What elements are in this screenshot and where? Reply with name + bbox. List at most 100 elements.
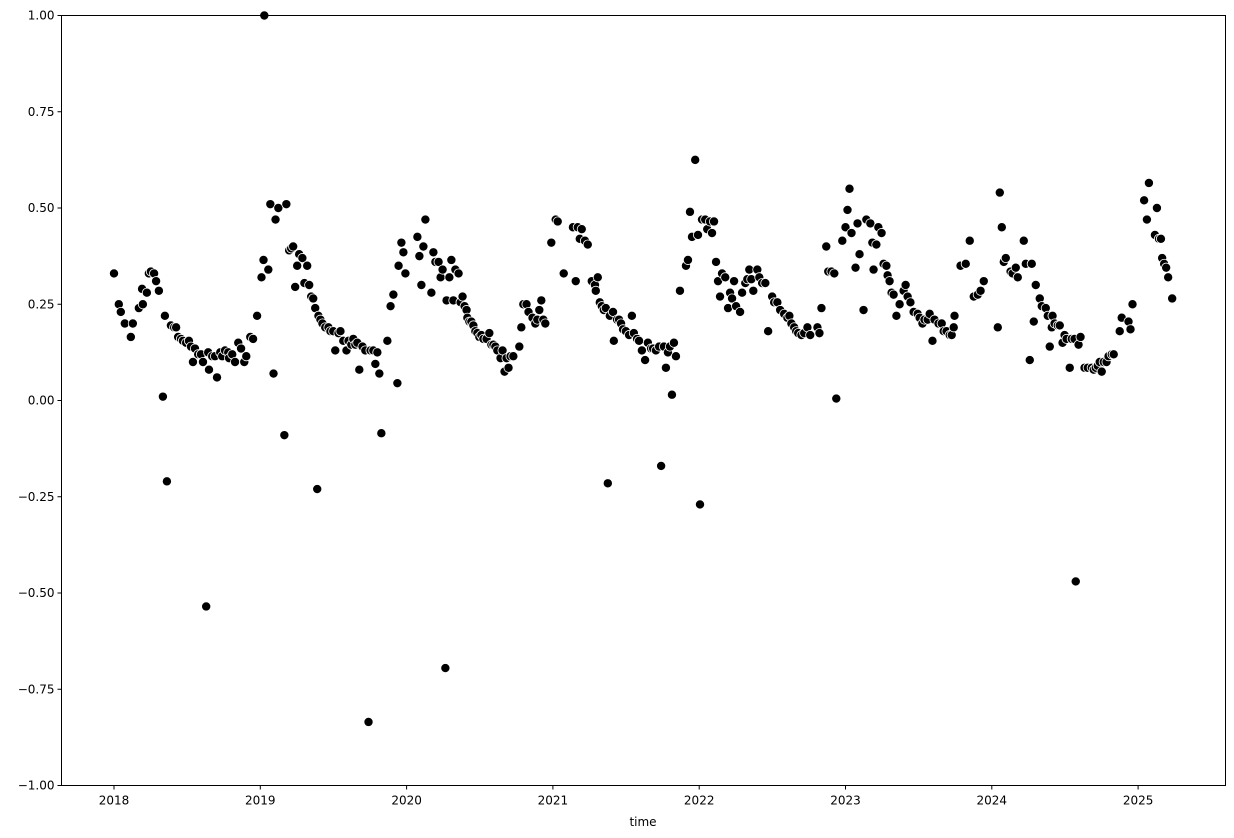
data-point bbox=[1096, 366, 1107, 377]
data-point bbox=[558, 268, 569, 279]
data-point bbox=[290, 281, 301, 292]
data-point bbox=[385, 301, 396, 312]
data-point bbox=[1000, 253, 1011, 264]
data-point bbox=[831, 393, 842, 404]
data-point bbox=[308, 293, 319, 304]
data-point bbox=[608, 335, 619, 346]
data-point bbox=[437, 264, 448, 275]
data-point bbox=[1108, 349, 1119, 360]
data-point bbox=[508, 351, 519, 362]
data-point bbox=[1044, 341, 1055, 352]
data-point bbox=[453, 268, 464, 279]
data-point bbox=[281, 199, 292, 210]
data-point bbox=[330, 345, 341, 356]
data-point bbox=[392, 378, 403, 389]
data-point bbox=[1161, 262, 1172, 273]
data-point bbox=[1075, 331, 1086, 342]
y-tick-label: 1.00 bbox=[28, 9, 55, 23]
data-point bbox=[159, 310, 170, 321]
x-tick-label: 2022 bbox=[684, 794, 715, 808]
data-point bbox=[153, 285, 164, 296]
data-point bbox=[1151, 202, 1162, 213]
data-point bbox=[1155, 233, 1166, 244]
data-point bbox=[187, 356, 198, 367]
data-point bbox=[1012, 272, 1023, 283]
data-point bbox=[1024, 355, 1035, 366]
x-axis: 2018 2019 2020 2021 2022 2023 2024 2025 bbox=[99, 785, 1153, 808]
data-point bbox=[894, 299, 905, 310]
data-point bbox=[576, 224, 587, 235]
y-tick-label: −0.50 bbox=[18, 586, 55, 600]
data-point bbox=[137, 299, 148, 310]
data-point bbox=[684, 206, 695, 217]
y-tick-label: 0.25 bbox=[28, 297, 55, 311]
data-point bbox=[695, 499, 706, 510]
data-point bbox=[711, 256, 722, 267]
data-point bbox=[236, 343, 247, 354]
data-point bbox=[709, 216, 720, 227]
data-point bbox=[230, 356, 241, 367]
data-point bbox=[821, 241, 832, 252]
data-point bbox=[729, 276, 740, 287]
data-point bbox=[978, 276, 989, 287]
data-point bbox=[197, 356, 208, 367]
data-point bbox=[850, 262, 861, 273]
x-tick-label: 2021 bbox=[538, 794, 569, 808]
data-point bbox=[263, 264, 274, 275]
data-point bbox=[1028, 316, 1039, 327]
data-point bbox=[141, 287, 152, 298]
data-point bbox=[996, 222, 1007, 233]
data-point bbox=[203, 364, 214, 375]
y-tick-label: −0.75 bbox=[18, 682, 55, 696]
data-point bbox=[388, 289, 399, 300]
data-point bbox=[393, 260, 404, 271]
data-point bbox=[626, 310, 637, 321]
data-point bbox=[497, 345, 508, 356]
data-point bbox=[881, 260, 892, 271]
data-point bbox=[960, 258, 971, 269]
data-point bbox=[829, 268, 840, 279]
data-point bbox=[428, 247, 439, 258]
data-point bbox=[374, 368, 385, 379]
data-point bbox=[636, 345, 647, 356]
data-point bbox=[634, 335, 645, 346]
data-point bbox=[692, 229, 703, 240]
data-point bbox=[900, 279, 911, 290]
data-point bbox=[398, 247, 409, 258]
data-point bbox=[125, 331, 136, 342]
data-point bbox=[109, 268, 120, 279]
data-point bbox=[292, 260, 303, 271]
data-point bbox=[640, 355, 651, 366]
data-point bbox=[760, 278, 771, 289]
data-point bbox=[837, 235, 848, 246]
data-point bbox=[288, 241, 299, 252]
data-point bbox=[270, 214, 281, 225]
data-point bbox=[858, 305, 869, 316]
data-point bbox=[514, 341, 525, 352]
data-point bbox=[304, 279, 315, 290]
data-point bbox=[416, 279, 427, 290]
x-tick-label: 2019 bbox=[245, 794, 276, 808]
data-point bbox=[1141, 214, 1152, 225]
data-point bbox=[602, 478, 613, 489]
data-point bbox=[1167, 293, 1178, 304]
data-point bbox=[382, 335, 393, 346]
data-point bbox=[992, 322, 1003, 333]
data-point bbox=[433, 256, 444, 267]
data-point bbox=[446, 254, 457, 265]
data-point bbox=[248, 333, 259, 344]
y-axis: −1.00 −0.75 −0.50 −0.25 0.00 0.25 0.50 0.75 1.00 bbox=[18, 9, 62, 793]
data-point bbox=[763, 326, 774, 337]
data-point bbox=[871, 239, 882, 250]
x-tick-label: 2024 bbox=[977, 794, 1008, 808]
data-point bbox=[444, 272, 455, 283]
data-point bbox=[440, 663, 451, 674]
data-point bbox=[414, 251, 425, 262]
data-point bbox=[1064, 362, 1075, 373]
data-point bbox=[370, 358, 381, 369]
data-point bbox=[412, 231, 423, 242]
data-point bbox=[201, 601, 212, 612]
data-point bbox=[737, 287, 748, 298]
data-point bbox=[503, 362, 514, 373]
data-point bbox=[1070, 576, 1081, 587]
